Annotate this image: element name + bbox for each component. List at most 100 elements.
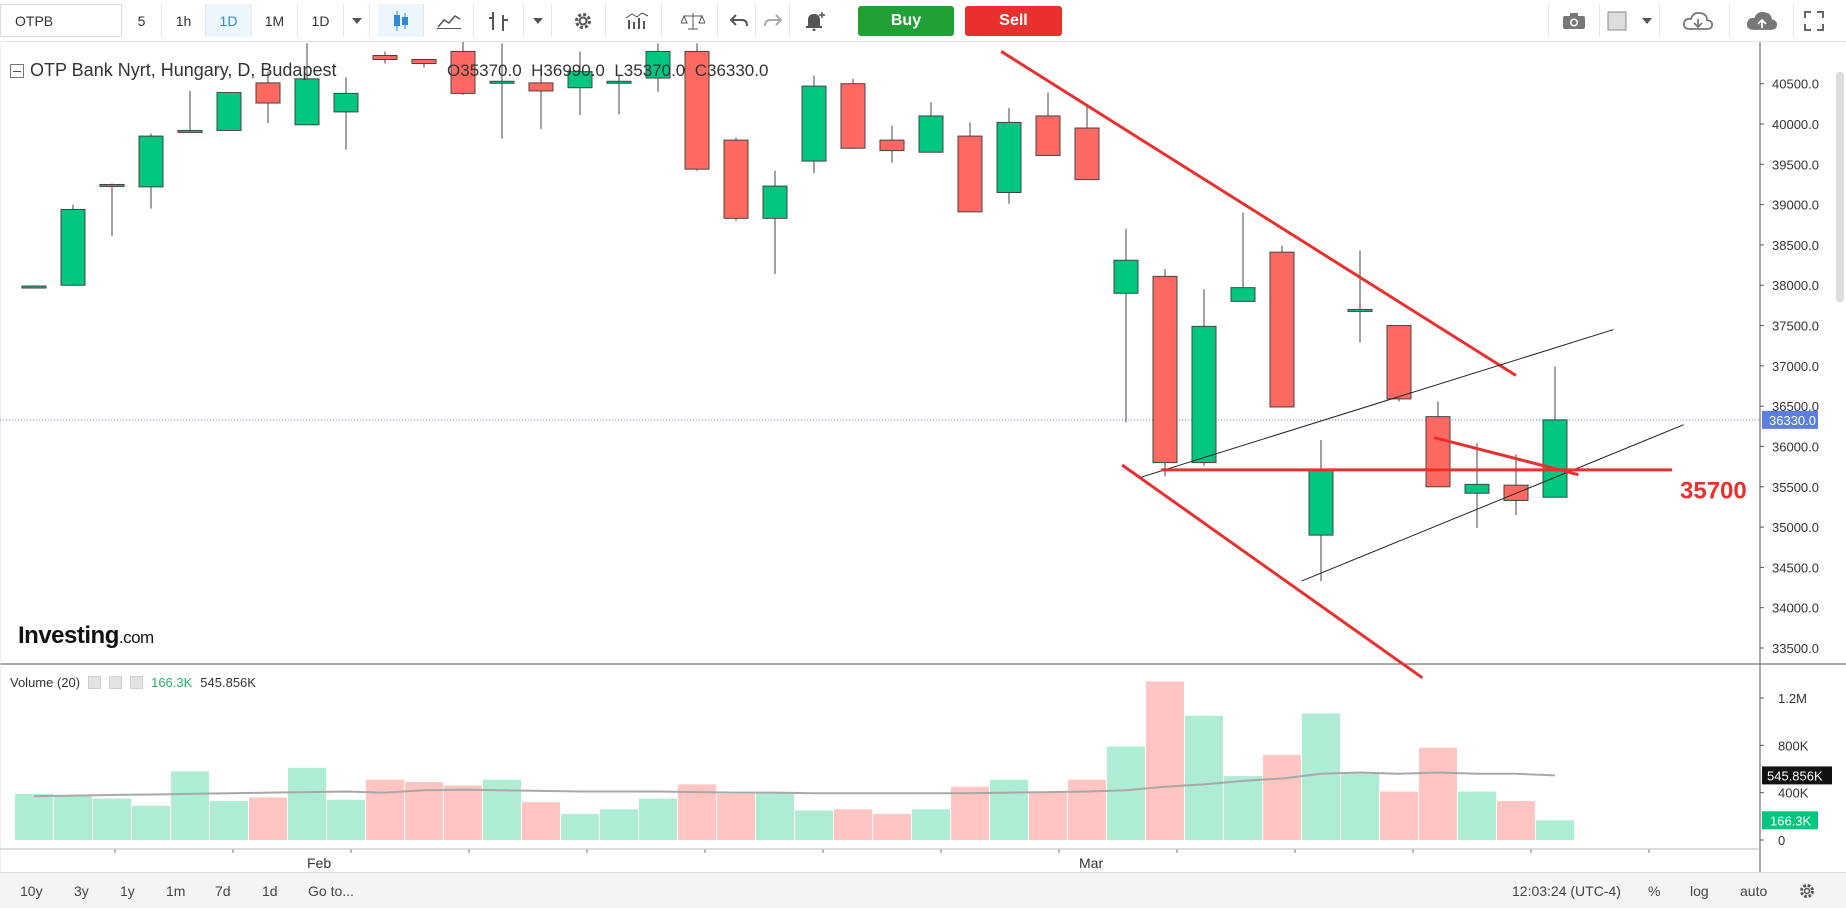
volume-bar (1536, 820, 1574, 840)
volume-bar (795, 810, 833, 840)
price-tick-label: 33500.0 (1772, 641, 1819, 656)
candle-up (489, 80, 515, 84)
chart-type-chevron-down-icon[interactable] (524, 4, 552, 37)
price-tick-label: 36000.0 (1772, 439, 1819, 454)
last-volume-tag-label: 166.3K (1770, 813, 1812, 828)
open-label: O (447, 61, 461, 80)
volume-bar (54, 796, 92, 840)
alert-icon[interactable] (792, 4, 838, 37)
candle-down (411, 59, 437, 65)
settings-icon[interactable] (109, 676, 123, 689)
bottom-bar: 10y 3y 1y 1m 7d 1d Go to... 12:03:24 (UT… (0, 872, 1846, 908)
volume-bar (678, 784, 716, 840)
range-3y[interactable]: 3y (74, 883, 89, 899)
volume-ma-tag-bg (1762, 766, 1832, 785)
gear-icon[interactable] (560, 4, 606, 37)
range-10y[interactable]: 10y (20, 883, 43, 899)
candle-down (1425, 416, 1451, 488)
volume-bar (1497, 800, 1535, 840)
log-toggle[interactable]: log (1690, 883, 1709, 899)
candle-up (567, 71, 593, 89)
price-tick-label: 38000.0 (1772, 278, 1819, 293)
bars-icon[interactable] (474, 4, 524, 37)
cloud-download-icon[interactable] (1666, 4, 1730, 37)
instrument-title: OTP Bank Nyrt, Hungary, D, Budapest (30, 60, 337, 80)
candle-down (1035, 115, 1061, 156)
range-1y[interactable]: 1y (120, 883, 135, 899)
volume-tick-label: 1.2M (1778, 691, 1807, 706)
interval-1m[interactable]: 1M (252, 4, 298, 37)
scale-icon[interactable] (668, 4, 718, 37)
symbol-input[interactable]: OTPB (0, 4, 122, 37)
interval-1h[interactable]: 1h (162, 4, 206, 37)
scrollbar-thumb (1836, 72, 1844, 302)
volume-tick-label: 800K (1778, 738, 1809, 753)
ohlc-readout: O35370.0 H36990.0 L35370.0 C36330.0 (447, 61, 768, 81)
cloud-upload-icon[interactable] (1730, 4, 1794, 37)
channel-lower-line (1301, 424, 1684, 582)
redo-icon[interactable] (756, 4, 790, 37)
undo-icon[interactable] (722, 4, 756, 37)
indicators-icon[interactable] (612, 4, 662, 37)
auto-toggle[interactable]: auto (1740, 883, 1768, 899)
high-value: 36990.0 (543, 61, 605, 80)
interval-1d-alt[interactable]: 1D (298, 4, 344, 37)
volume-bar (249, 797, 287, 840)
last-price-tag-label: 36330.0 (1769, 413, 1816, 428)
candle-up (60, 208, 86, 286)
candle-up (1347, 308, 1373, 312)
chart-area[interactable]: 40500.0 40000.0 39500.0 39000.0 38500.0 38000… (0, 42, 1846, 872)
volume-ma-tag: 545.856K (1762, 766, 1832, 785)
interval-5[interactable]: 5 (122, 4, 162, 37)
collapse-legend-icon[interactable] (10, 63, 24, 78)
camera-icon[interactable] (1548, 4, 1600, 37)
sell-button[interactable]: Sell (965, 6, 1062, 36)
candles-icon[interactable] (378, 4, 424, 37)
percent-toggle[interactable]: % (1648, 883, 1661, 899)
candle-up (1308, 469, 1334, 536)
volume-label: Volume (20) (10, 675, 81, 690)
price-tick-label: 37500.0 (1772, 319, 1819, 334)
chart-canvas[interactable]: 40500.0 40000.0 39500.0 39000.0 38500.0 38000… (0, 42, 1846, 872)
close-icon[interactable] (130, 676, 144, 689)
candle-up (177, 129, 203, 133)
investing-logo: Investing.com (18, 622, 154, 650)
fullscreen-icon[interactable] (1794, 4, 1834, 37)
eye-icon[interactable] (88, 676, 102, 689)
volume-bar (639, 798, 677, 840)
interval-chevron-down-icon[interactable] (344, 4, 370, 37)
line-chart-icon[interactable] (424, 4, 474, 37)
volume-bar (951, 786, 989, 840)
candle-down (1152, 275, 1178, 464)
volume-bar (1263, 754, 1301, 840)
candle-down (372, 54, 398, 61)
chart-legend: OTP Bank Nyrt, Hungary, D, Budapest (10, 60, 336, 81)
price-tick-label: 40500.0 (1772, 77, 1819, 92)
interval-1d[interactable]: 1D (206, 4, 252, 37)
low-label: L (614, 61, 624, 80)
volume-bar (210, 800, 248, 840)
buy-button[interactable]: Buy (858, 6, 954, 36)
goto-button[interactable]: Go to... (308, 883, 354, 899)
top-toolbar: OTPB 5 1h 1D 1M 1D Buy Sell (0, 0, 1846, 42)
volume-bar (561, 813, 599, 840)
candle-down (840, 83, 866, 149)
volume-tick-label: 400K (1778, 786, 1809, 801)
volume-ma-tag-label: 545.856K (1767, 768, 1823, 783)
candle-down (528, 82, 554, 92)
gear-icon[interactable] (1798, 873, 1816, 908)
layout-chevron-down-icon[interactable] (1634, 4, 1660, 37)
candle-up (21, 285, 47, 289)
square-icon[interactable] (1600, 4, 1634, 37)
volume-value: 166.3K (151, 675, 193, 690)
range-1m[interactable]: 1m (166, 883, 186, 899)
price-tick-label: 34500.0 (1772, 560, 1819, 575)
candle-down (255, 82, 281, 104)
range-7d[interactable]: 7d (215, 883, 231, 899)
price-axis: 40500.0 40000.0 39500.0 39000.0 38500.0 38000… (1760, 77, 1819, 656)
last-volume-tag-bg (1762, 811, 1818, 830)
price-tick-label: 40000.0 (1772, 117, 1819, 132)
range-1d[interactable]: 1d (262, 883, 278, 899)
volume-bar (1029, 792, 1067, 840)
volume-bar (1224, 776, 1262, 840)
